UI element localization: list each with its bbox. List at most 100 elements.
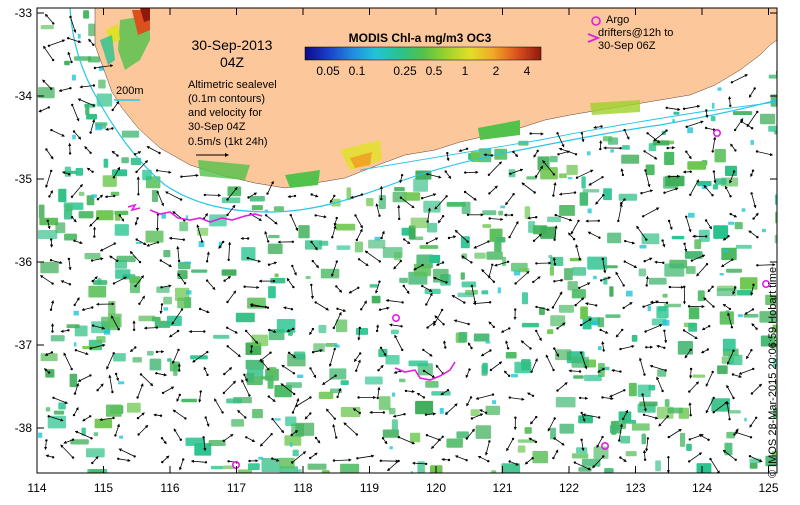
arrow-origin-dot — [690, 368, 692, 370]
argo-legend-line1: Argo — [606, 14, 629, 26]
arrow-origin-dot — [647, 437, 649, 439]
chl-patch — [410, 433, 420, 442]
chl-patch — [190, 355, 208, 359]
chl-patch — [482, 290, 489, 294]
chl-patch — [108, 314, 122, 328]
arrow-origin-dot — [442, 261, 444, 263]
arrow-origin-dot — [140, 373, 142, 375]
arrow-origin-dot — [756, 264, 758, 266]
arrow-origin-dot — [91, 306, 93, 308]
arrow-origin-dot — [598, 237, 600, 239]
y-tick-label: -35 — [15, 172, 33, 186]
chl-patch — [653, 140, 670, 145]
arrow-origin-dot — [291, 461, 293, 463]
arrow-origin-dot — [112, 109, 114, 111]
arrow-origin-dot — [619, 370, 621, 372]
chl-patch — [211, 466, 223, 469]
arrow-origin-dot — [668, 175, 670, 177]
arrow-origin-dot — [755, 328, 757, 330]
arrow-origin-dot — [466, 148, 468, 150]
chl-patch — [572, 267, 586, 276]
chl-patch — [665, 399, 670, 407]
chl-patch — [83, 10, 89, 18]
chl-patch — [51, 335, 65, 341]
chl-speck — [626, 291, 633, 297]
arrow-origin-dot — [205, 461, 207, 463]
arrow-origin-dot — [576, 177, 578, 179]
x-tick-label: 116 — [160, 481, 179, 495]
arrow-origin-dot — [199, 308, 201, 310]
chl-patch — [409, 361, 429, 367]
chl-patch — [213, 335, 229, 339]
arrow-origin-dot — [623, 284, 625, 286]
chl-patch — [64, 234, 77, 241]
arrow-origin-dot — [422, 349, 424, 351]
arrow-origin-dot — [248, 460, 250, 462]
arrow-origin-dot — [89, 374, 91, 376]
chl-patch — [573, 375, 584, 378]
arrow-origin-dot — [156, 351, 158, 353]
arrow-origin-dot — [690, 171, 692, 173]
arrow-origin-dot — [731, 81, 733, 83]
arrow-origin-dot — [155, 372, 157, 374]
chl-patch — [518, 446, 526, 453]
arrow-origin-dot — [665, 369, 667, 371]
arrow-origin-dot — [490, 369, 492, 371]
colorbar-tick-label: 0.5 — [426, 64, 443, 78]
chl-patch — [179, 222, 188, 232]
arrow-origin-dot — [752, 368, 754, 370]
arrow-origin-dot — [624, 240, 626, 242]
arrow-origin-dot — [50, 259, 52, 261]
arrow-origin-dot — [618, 439, 620, 441]
chl-patch — [572, 453, 588, 458]
arrow-origin-dot — [491, 154, 493, 156]
arrow-origin-dot — [403, 413, 405, 415]
arrow-origin-dot — [752, 284, 754, 286]
chl-patch — [598, 317, 605, 327]
arrow-origin-dot — [485, 412, 487, 414]
arrow-origin-dot — [661, 239, 663, 241]
arrow-origin-dot — [73, 240, 75, 242]
chl-patch — [246, 360, 264, 370]
chl-patch — [581, 176, 585, 188]
arrow-origin-dot — [645, 346, 647, 348]
arrow-origin-dot — [333, 327, 335, 329]
arrow-origin-dot — [223, 440, 225, 442]
arrow-origin-dot — [92, 280, 94, 282]
arrow-origin-dot — [223, 392, 225, 394]
arrow-origin-dot — [640, 192, 642, 194]
arrow-origin-dot — [729, 105, 731, 107]
sealevel-note-line: 30-Sep 04Z — [188, 121, 246, 133]
chl-patch — [576, 447, 587, 453]
arrow-origin-dot — [581, 412, 583, 414]
chl-patch — [163, 250, 170, 257]
arrow-origin-dot — [444, 346, 446, 348]
credit-text: © IMOS 23-Mar-2015 20:06:59 Hobart time — [767, 58, 783, 478]
chl-patch — [379, 396, 391, 410]
arrow-origin-dot — [552, 369, 554, 371]
arrow-origin-dot — [580, 324, 582, 326]
arrow-origin-dot — [662, 262, 664, 264]
chl-patch — [341, 407, 361, 417]
arrow-origin-dot — [133, 329, 135, 331]
arrow-origin-dot — [511, 214, 513, 216]
velocity-scale-label: 0.5m/s (1kt 24h) — [188, 136, 267, 148]
chl-speck — [72, 75, 76, 81]
chl-patch — [737, 290, 753, 296]
chl-patch — [40, 262, 58, 273]
arrow-origin-dot — [512, 193, 514, 195]
arrow-origin-dot — [97, 217, 99, 219]
arrow-origin-dot — [157, 241, 159, 243]
sealevel-note-line: (0.1m contours) — [188, 93, 265, 105]
chl-patch — [319, 325, 327, 333]
chl-patch — [79, 192, 85, 196]
x-tick-label: 122 — [559, 481, 579, 495]
chl-patch — [713, 225, 728, 239]
arrow-origin-dot — [728, 418, 730, 420]
arrow-origin-dot — [51, 330, 53, 332]
sealevel-note-line: and velocity for — [188, 107, 262, 119]
arrow-origin-dot — [750, 436, 752, 438]
arrow-origin-dot — [93, 84, 95, 86]
arrow-origin-dot — [245, 436, 247, 438]
arrow-origin-dot — [227, 345, 229, 347]
